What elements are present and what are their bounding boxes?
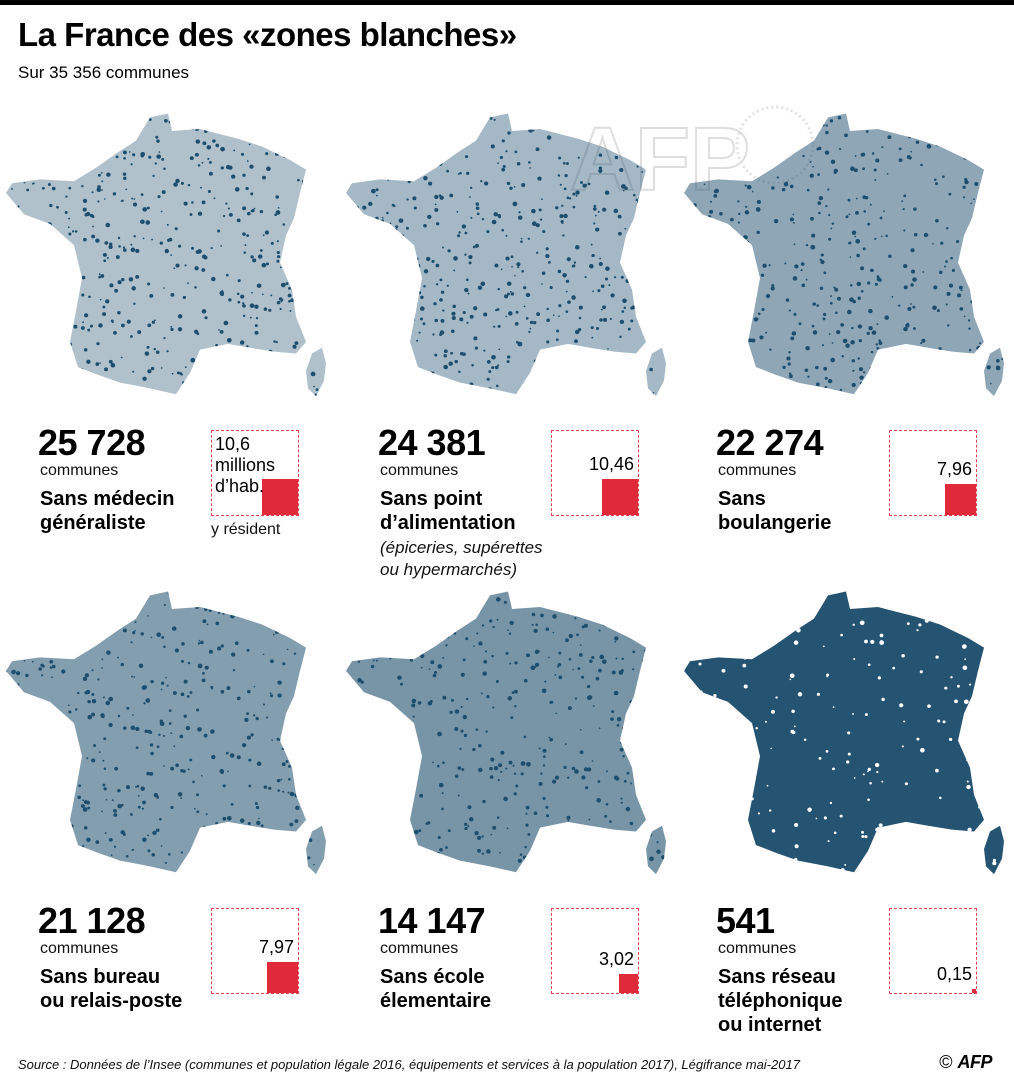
population-value: 3,02	[598, 948, 634, 969]
population-square	[602, 479, 638, 515]
commune-count: 24 381	[378, 422, 486, 463]
panel-5: 14 147 communes Sans école élementaire 3,02	[340, 578, 678, 1058]
population-box: 7,96	[889, 430, 977, 516]
population-value: 0,15	[936, 963, 972, 984]
category-label: Sans école élementaire	[380, 965, 491, 1013]
category-label-line: élementaire	[380, 990, 492, 1012]
count-unit: communes	[40, 940, 119, 957]
france-map	[678, 100, 1014, 400]
category-label-line: Sans école	[380, 966, 485, 988]
population-square	[262, 479, 298, 515]
category-label: Sans médecin généraliste	[40, 487, 175, 535]
panel-1: 25 728 communes Sans médecin généraliste 10,…	[0, 100, 338, 580]
category-note: (épiceries, supérettes ou hypermarchés)	[380, 537, 543, 581]
population-square	[266, 961, 298, 993]
commune-count: 14 147	[378, 900, 486, 941]
panel-2: 24 381 communes Sans point d’alimentation (é…	[340, 100, 678, 580]
category-label-line: Sans réseau	[718, 966, 836, 988]
population-square	[944, 483, 976, 515]
commune-count: 22 274	[716, 422, 824, 463]
population-square	[618, 973, 638, 993]
population-text-line: d’hab.	[215, 476, 265, 496]
category-label-line: généraliste	[40, 512, 146, 534]
category-label: Sans bureau ou relais-poste	[40, 965, 182, 1013]
category-label-line: ou relais-poste	[40, 990, 183, 1012]
population-text-line: millions	[215, 455, 276, 475]
panel-4: 21 128 communes Sans bureau ou relais-poste…	[0, 578, 338, 1058]
count-unit: communes	[40, 462, 119, 479]
count-unit: communes	[718, 940, 797, 957]
population-value: 7,97	[258, 936, 294, 957]
afp-logo-text: AFP	[957, 1052, 993, 1072]
panel-3: 22 274 communes Sans boulangerie 7,96	[678, 100, 1014, 580]
category-label: Sans réseau téléphonique ou internet	[718, 965, 842, 1037]
panel-6: 541 communes Sans réseau téléphonique ou int…	[678, 578, 1014, 1058]
source-note: Source : Données de l’Insee (communes et…	[18, 1057, 800, 1072]
france-map	[0, 100, 338, 400]
resident-note: y résident	[211, 521, 281, 538]
france-map	[678, 578, 1014, 878]
count-unit: communes	[380, 940, 459, 957]
population-value: 7,96	[936, 458, 972, 479]
population-box: 0,15	[889, 908, 977, 994]
category-label: Sans point d’alimentation	[380, 487, 516, 535]
commune-count: 21 128	[38, 900, 146, 941]
population-value: 10,6 millions d’hab.	[215, 434, 275, 497]
population-value: 10,46	[588, 454, 634, 475]
category-note-line: ou hypermarchés)	[380, 560, 518, 579]
category-label-line: d’alimentation	[380, 512, 516, 534]
population-text-line: 10,6	[215, 434, 251, 454]
top-rule	[0, 0, 1014, 5]
count-unit: communes	[718, 462, 797, 479]
afp-credit: © AFP	[939, 1052, 992, 1073]
category-label-line: téléphonique	[718, 990, 843, 1012]
category-note-line: (épiceries, supérettes	[380, 538, 543, 557]
count-unit: communes	[380, 462, 459, 479]
copyright-symbol: ©	[939, 1052, 953, 1072]
category-label-line: Sans	[718, 488, 766, 510]
category-label-line: Sans point	[380, 488, 483, 510]
commune-count: 25 728	[38, 422, 146, 463]
category-label-line: Sans médecin	[40, 488, 175, 510]
population-box: 3,02	[551, 908, 639, 994]
france-map	[340, 100, 678, 400]
france-map	[0, 578, 338, 878]
category-label-line: ou internet	[718, 1014, 822, 1036]
france-map	[340, 578, 678, 878]
population-box: 7,97	[211, 908, 299, 994]
commune-count: 541	[716, 900, 775, 941]
category-label-line: Sans bureau	[40, 966, 161, 988]
population-box: 10,6 millions d’hab.	[211, 430, 299, 516]
category-label: Sans boulangerie	[718, 487, 831, 535]
category-label-line: boulangerie	[718, 512, 832, 534]
page-subtitle: Sur 35 356 communes	[18, 63, 190, 82]
population-box: 10,46	[551, 430, 639, 516]
population-square	[971, 988, 976, 993]
page-title: La France des «zones blanches»	[18, 16, 517, 53]
